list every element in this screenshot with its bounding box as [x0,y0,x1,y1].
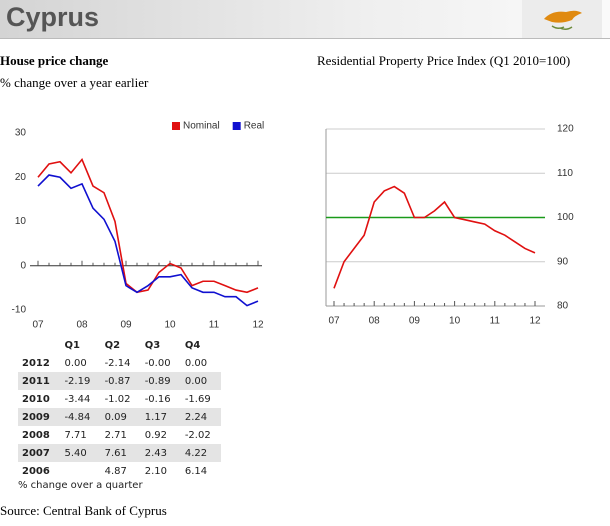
x-tick-label: 09 [120,320,132,331]
table-header: Q1 Q2 Q3 Q4 [18,336,221,354]
empty-cell [60,462,100,480]
series-line [37,174,259,307]
table-cell: -1.69 [184,393,211,405]
flag-island [544,10,582,23]
row-label: 2006 [22,465,50,477]
flag-leaves [551,25,573,31]
table-cell: 0.00 [184,357,208,369]
table-cell: -2.14 [104,357,131,369]
x-tick-label: 08 [76,320,88,331]
table-cell: -4.84 [64,411,91,423]
table-cell: 7.61 [104,447,127,459]
chart-title: Residential Property Price Index (Q1 201… [317,53,570,68]
table-cell: 0.09 [104,411,127,423]
table-cell: 4.22 [184,447,208,459]
table-cell: 6.14 [184,465,208,477]
y-tick-label: 120 [557,124,574,135]
table-row: 2009 -4.84 0.09 1.17 2.24 [18,408,221,426]
flag-box [522,0,602,38]
table-cell: -2.19 [64,375,91,387]
table-note: % change over a quarter [18,480,143,491]
table-row: 2006 4.87 2.10 6.14 [18,462,221,480]
x-tick-label: 07 [328,316,340,327]
table-cell: 0.00 [64,357,87,369]
x-tick-label: 09 [409,316,421,327]
row-label: 2009 [22,411,50,423]
table-cell: -1.02 [104,393,131,405]
y-tick-label: -10 [12,305,27,316]
legend-label: Real [244,121,265,132]
series-line [37,158,259,294]
table-cell: 2.43 [144,447,167,459]
y-tick-label: 0 [20,260,26,271]
table-cell: 2.71 [104,429,127,441]
y-tick-label: 100 [557,212,574,223]
table-body: 2012 0.00 -2.14 -0.00 0.00 2011 -2.19 -0.87 -0.8… [18,354,221,480]
data-table: Q1 Q2 Q3 Q4 2012 0.00 -2.14 -0.00 0.00 2011 -2.19… [18,336,221,480]
y-tick-label: 20 [15,172,27,183]
header-cell: Q1 [64,339,80,351]
table-cell: 2.24 [184,411,208,423]
header-bar: Cyprus [0,0,610,39]
series-line [333,185,536,289]
row-label: 2010 [22,393,50,405]
legend-label: Nominal [183,121,220,132]
y-tick-label: 110 [557,168,573,179]
table-cell: 0.00 [184,375,208,387]
header-cell: Q3 [144,339,161,351]
table-cell: -2.02 [184,429,211,441]
source: Source: Central Bank of Cyprus [0,503,167,518]
table-row: 2012 0.00 -2.14 -0.00 0.00 [18,354,221,372]
table-cell: -3.44 [64,393,91,405]
row-label: 2011 [22,375,50,387]
table-cell: 7.71 [64,429,87,441]
x-tick-label: 07 [32,320,44,331]
table-row: 2010 -3.44 -1.02 -0.16 -1.69 [18,390,221,408]
header-cell: Q2 [104,339,121,351]
flag-icon [544,10,582,31]
row-label: 2012 [22,357,50,369]
table-cell: 4.87 [104,465,127,477]
header-cell: Q4 [184,339,201,351]
chart-title: House price change [0,53,109,68]
table-row: 2011 -2.19 -0.87 -0.89 0.00 [18,372,221,390]
table-cell: 1.17 [144,411,167,423]
x-tick-label: 12 [252,320,264,331]
legend-swatch [172,122,180,130]
y-tick-label: 10 [15,216,27,227]
table-row: 2007 5.40 7.61 2.43 4.22 [18,444,221,462]
x-tick-label: 08 [369,316,381,327]
table-row: 2008 7.71 2.71 0.92 -2.02 [18,426,221,444]
table-cell: 2.10 [144,465,167,477]
x-tick-label: 12 [529,316,541,327]
chart-subtitle: % change over a year earlier [0,75,149,90]
table-cell: 5.40 [64,447,87,459]
page-title: Cyprus [6,2,100,32]
legend-swatch [232,122,241,130]
table-cell: 0.92 [144,429,167,441]
y-tick-label: 30 [15,128,27,139]
table-cell: -0.16 [144,393,171,405]
row-label: 2007 [22,447,50,459]
table-cell: -0.87 [104,375,131,387]
table-cell: -0.89 [144,375,171,387]
x-tick-label: 11 [490,316,501,327]
row-label: 2008 [22,429,50,441]
header-cell [18,336,60,354]
x-tick-label: 10 [164,320,176,331]
y-tick-label: 90 [557,256,569,267]
x-tick-label: 11 [209,320,220,331]
x-tick-label: 10 [449,316,461,327]
y-tick-label: 80 [557,301,569,312]
table-cell: -0.00 [144,357,171,369]
